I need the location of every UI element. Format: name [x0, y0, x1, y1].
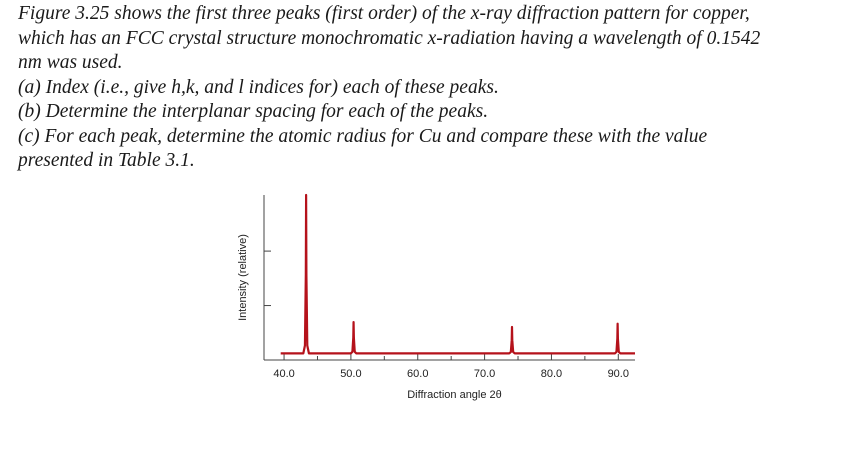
problem-statement: Figure 3.25 shows the first three peaks …	[18, 2, 848, 174]
x-tick-label: 90.0	[608, 368, 629, 380]
diffraction-pattern-line	[280, 193, 635, 355]
x-tick-label: 80.0	[541, 368, 562, 380]
problem-part-c-line-2: presented in Table 3.1.	[18, 150, 195, 171]
chart-ticks	[264, 250, 619, 360]
y-axis-label: Intensity (relative)	[237, 234, 249, 321]
problem-intro-line-1: Figure 3.25 shows the first three peaks …	[18, 3, 750, 24]
chart-axes	[263, 195, 635, 361]
problem-part-a: (a) Index (i.e., give h,k, and l indices…	[18, 76, 499, 98]
problem-part-b: (b) Determine the interplanar spacing fo…	[18, 101, 489, 122]
x-tick-label: 70.0	[474, 368, 495, 380]
xrd-chart: 40.0 50.0 60.0 70.0 80.0 90.0 Diffraction ang…	[237, 193, 635, 401]
x-tick-label: 40.0	[273, 368, 294, 380]
x-tick-label: 60.0	[407, 368, 428, 380]
x-axis-label: Diffraction angle 2θ	[407, 389, 502, 401]
problem-part-c-line-1: (c) For each peak, determine the atomic …	[18, 125, 708, 147]
x-tick-label: 50.0	[340, 368, 361, 380]
chart-labels: 40.0 50.0 60.0 70.0 80.0 90.0	[273, 194, 629, 380]
xrd-figure: 40.0 50.0 60.0 70.0 80.0 90.0 Diffraction ang…	[230, 190, 650, 410]
problem-intro-line-2: which has an FCC crystal structure monoc…	[18, 27, 761, 49]
problem-intro-line-3: nm was used.	[18, 52, 123, 73]
